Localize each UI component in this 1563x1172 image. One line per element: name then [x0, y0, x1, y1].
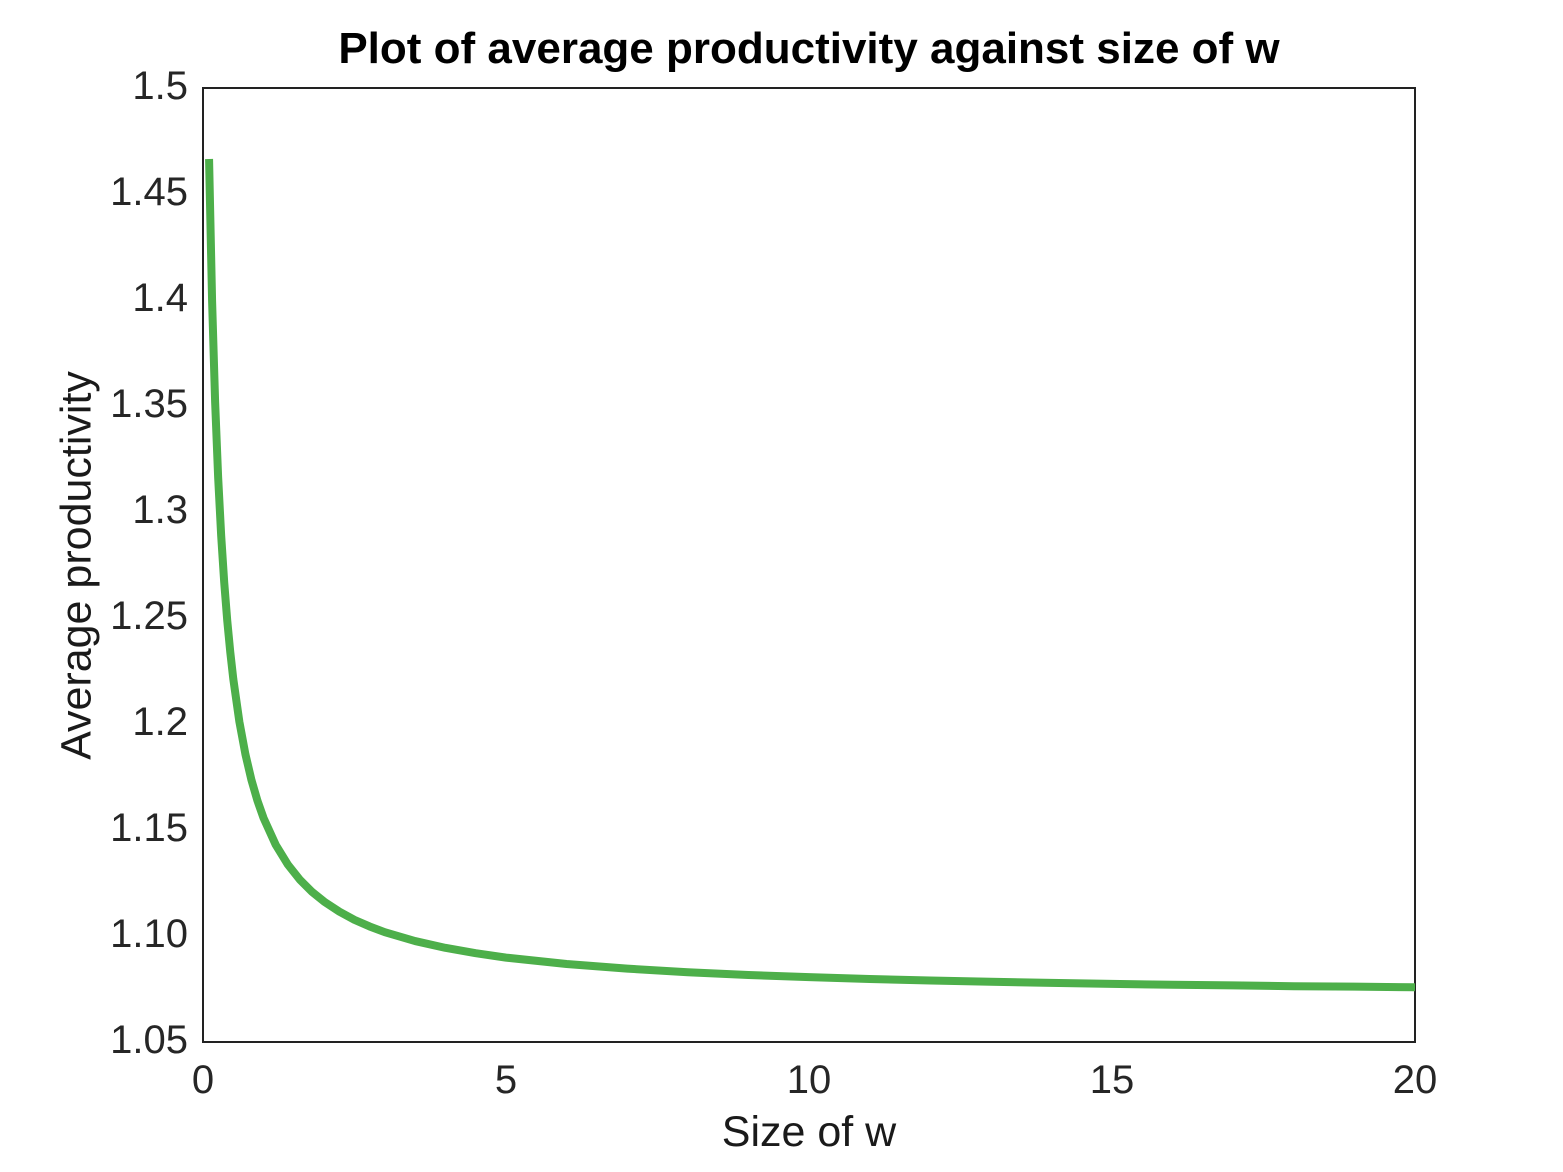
x-tick-label: 0	[191, 1058, 215, 1102]
axis-box	[202, 87, 1416, 1043]
y-tick-label: 1.10	[110, 912, 188, 956]
y-tick-label: 1.35	[110, 382, 188, 426]
x-tick-label: 20	[1392, 1058, 1438, 1102]
x-axis-label: Size of w	[721, 1108, 897, 1156]
y-tick-label: 1.4	[132, 276, 188, 320]
y-tick-label: 1.5	[132, 64, 188, 108]
y-tick-label: 1.3	[132, 488, 188, 532]
y-tick-label: 1.45	[110, 170, 188, 214]
chart-title: Plot of average productivity against siz…	[338, 24, 1280, 73]
x-tick-label: 15	[1089, 1058, 1135, 1102]
y-tick-label: 1.25	[110, 594, 188, 638]
y-tick-label: 1.2	[132, 700, 188, 744]
y-tick-label: 1.05	[110, 1018, 188, 1062]
x-tick-label: 5	[494, 1058, 518, 1102]
x-tick-label: 10	[786, 1058, 832, 1102]
productivity-curve	[205, 158, 1416, 992]
y-tick-label: 1.15	[110, 806, 188, 850]
